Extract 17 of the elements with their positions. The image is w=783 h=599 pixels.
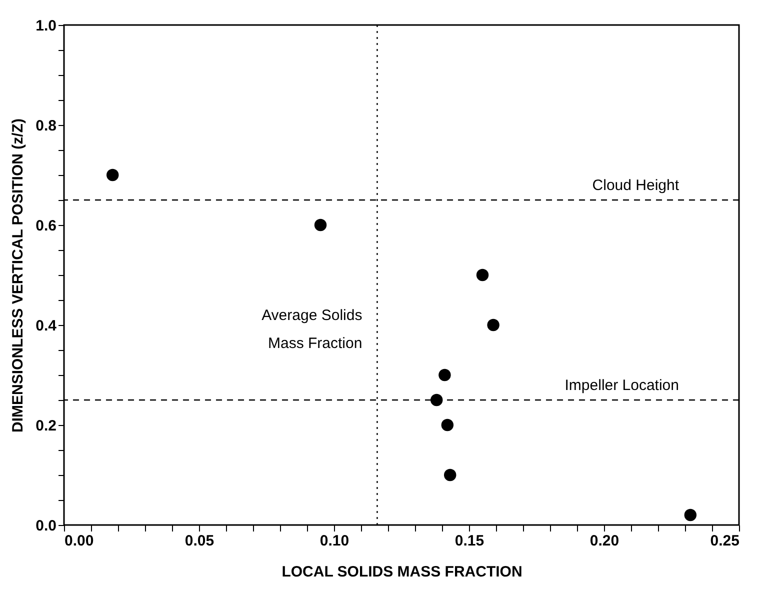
y-tick-label: 0.6 <box>36 218 56 234</box>
x-tick-label: 0.10 <box>320 532 350 550</box>
ref-line-label: Impeller Location <box>564 377 679 394</box>
y-tick-label: 0.0 <box>36 518 56 534</box>
x-axis-title: LOCAL SOLIDS MASS FRACTION <box>282 564 522 580</box>
x-tick-label: 0.05 <box>184 532 214 550</box>
y-tick-label: 0.8 <box>36 118 56 134</box>
y-tick-label: 1.0 <box>36 18 56 34</box>
ref-line-label: Cloud Height <box>592 177 680 194</box>
x-tick-label: 0.20 <box>590 532 620 550</box>
x-tick-label: 0.00 <box>64 532 94 550</box>
y-axis-title: DIMENSIONLESS VERTICAL POSITION (z/Z) <box>10 118 27 432</box>
ref-line-label: Average Solids Mass Fraction <box>262 307 362 352</box>
y-tick-label: 0.4 <box>36 318 58 334</box>
x-tick-label: 0.15 <box>454 532 484 550</box>
x-tick-label: 0.25 <box>710 532 740 550</box>
y-tick-label: 0.2 <box>36 418 56 434</box>
